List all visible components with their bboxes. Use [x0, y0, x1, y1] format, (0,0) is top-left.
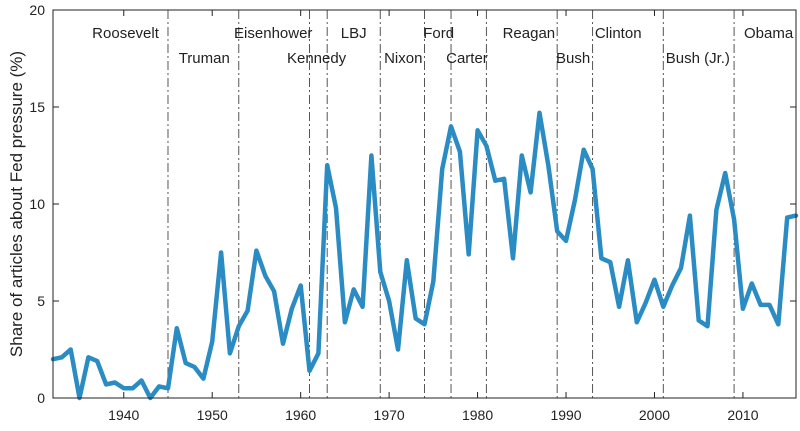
- y-tick-label: 20: [29, 2, 45, 18]
- president-label: Clinton: [595, 25, 642, 42]
- x-tick-label: 2000: [639, 407, 670, 423]
- president-label: Kennedy: [287, 50, 347, 67]
- x-tick-label: 1940: [108, 407, 139, 423]
- president-label: Bush (Jr.): [666, 50, 730, 67]
- president-label: Obama: [744, 25, 794, 42]
- x-tick-label: 1950: [197, 407, 228, 423]
- x-tick-label: 1970: [374, 407, 405, 423]
- president-label: Bush: [556, 50, 590, 67]
- president-label: LBJ: [341, 25, 367, 42]
- x-axis: 1940 1950 1960 1970 1980 1990 2000 2010: [108, 10, 759, 423]
- x-tick-label: 2010: [727, 407, 758, 423]
- x-tick-label: 1960: [285, 407, 316, 423]
- series-line: [50, 110, 799, 401]
- president-label: Ford: [423, 25, 454, 42]
- series-group: [50, 110, 799, 401]
- y-axis: 0 5 10 15 20: [29, 2, 796, 406]
- y-axis-title: Share of articles about Fed pressure (%): [7, 51, 26, 357]
- president-label: Eisenhower: [234, 25, 312, 42]
- president-label: Truman: [179, 50, 230, 67]
- term-dividers: [167, 10, 735, 398]
- y-tick-label: 15: [29, 99, 45, 115]
- x-tick-label: 1990: [550, 407, 581, 423]
- president-label: Nixon: [384, 50, 422, 67]
- president-label: Roosevelt: [92, 25, 160, 42]
- x-tick-label: 1980: [462, 407, 493, 423]
- president-label: Carter: [446, 50, 488, 67]
- y-tick-label: 0: [37, 390, 45, 406]
- y-tick-label: 5: [37, 293, 45, 309]
- president-label: Reagan: [503, 25, 556, 42]
- y-tick-label: 10: [29, 196, 45, 212]
